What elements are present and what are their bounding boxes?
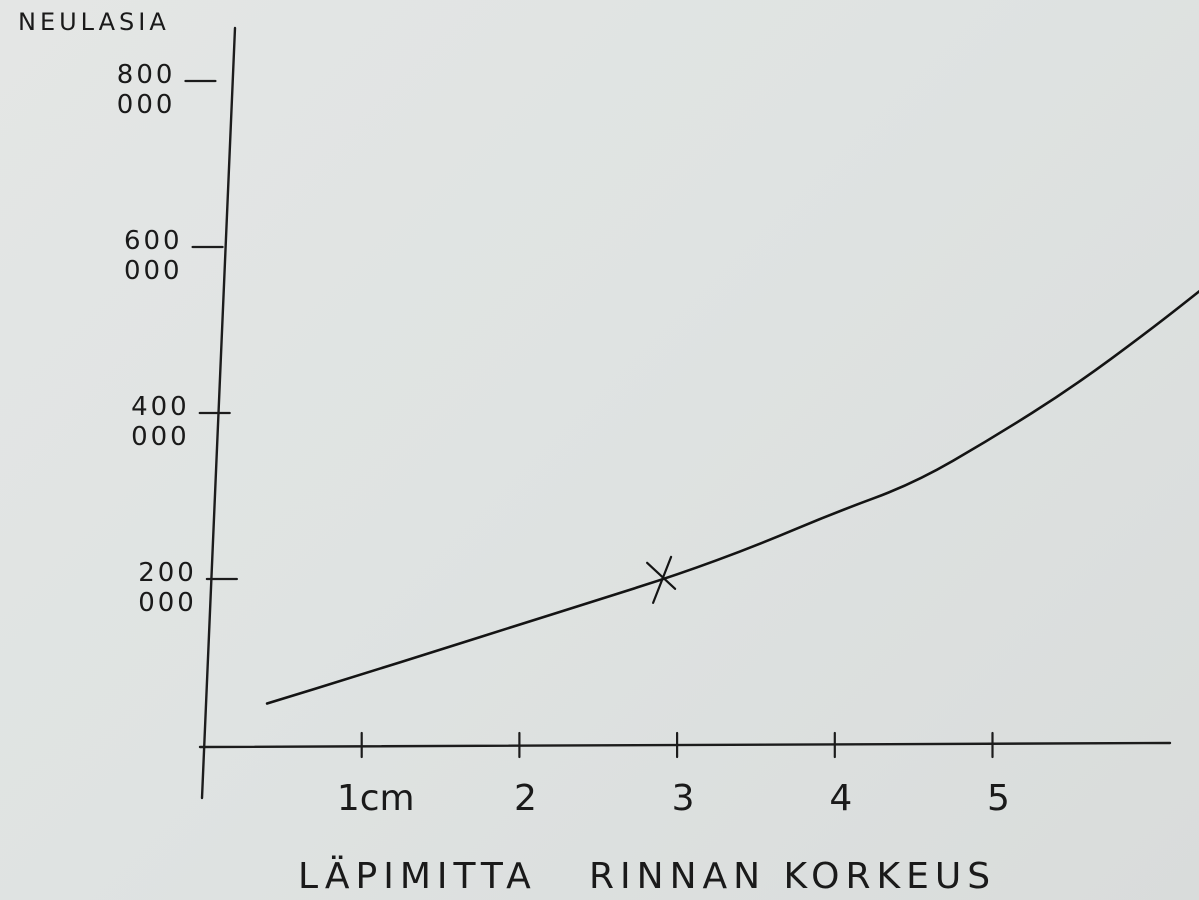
x-tick-label-0: 1cm (337, 778, 415, 819)
y-tick-label-2-line2: 000 (124, 256, 183, 286)
y-tick-label-0-line2: 000 (138, 588, 197, 618)
x-tick-label-3: 4 (829, 778, 852, 819)
x-tick-label-1: 2 (514, 778, 537, 819)
y-tick-label-2-line1: 600 (124, 226, 183, 256)
x-tick-label-4: 5 (987, 778, 1010, 819)
series-line (265, 289, 1199, 705)
y-tick-label-1-line2: 000 (131, 422, 190, 452)
y-tick-label-1-line1: 400 (131, 392, 190, 422)
x-axis (198, 741, 1172, 749)
y-tick-label-3-line1: 800 (117, 60, 176, 90)
y-tick-label-0-line1: 200 (138, 558, 197, 588)
y-axis-label: NEULASIA (18, 8, 170, 36)
marked-point-x (645, 555, 677, 604)
marked-point-stroke-2 (651, 555, 673, 604)
x-axis-label: LÄPIMITTA RINNAN KORKEUS (298, 855, 996, 897)
x-ticks: 1cm 2 3 4 5 (337, 731, 1010, 819)
marked-point-stroke-1 (645, 561, 677, 590)
x-tick-label-2: 3 (672, 778, 695, 819)
y-tick-label-3-line2: 000 (117, 90, 176, 120)
